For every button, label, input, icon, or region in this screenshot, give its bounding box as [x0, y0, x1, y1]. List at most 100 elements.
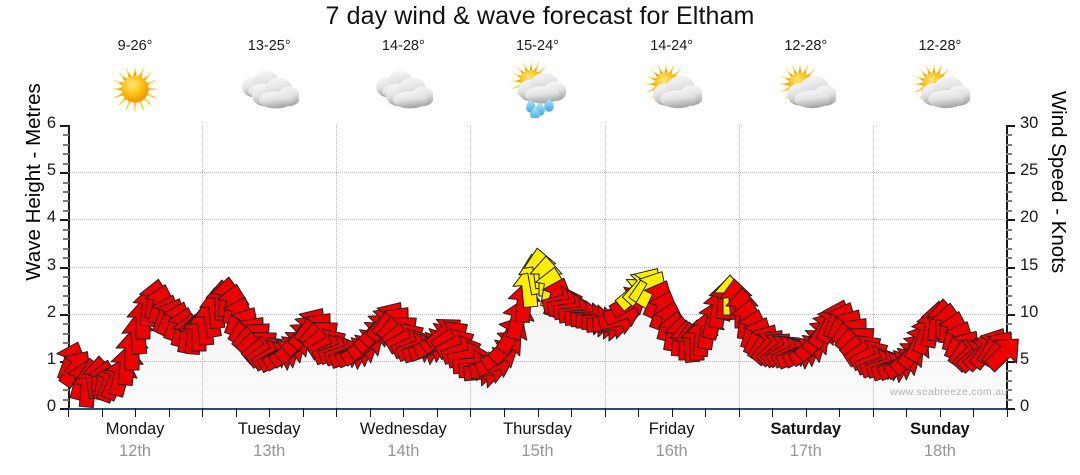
day-name: Saturday	[770, 420, 842, 438]
tick-label-right: 10	[1020, 302, 1039, 321]
day-label-thursday: Thursday 15th	[470, 418, 604, 466]
tick-left-minor	[63, 191, 69, 194]
tick-x	[235, 408, 237, 417]
day-name: Monday	[105, 420, 165, 438]
tick-left-minor	[63, 332, 69, 335]
tick-label-right: 0	[1020, 397, 1030, 415]
day-header-monday: 9-26°	[68, 38, 202, 126]
tick-left-minor	[63, 181, 69, 184]
tick-right-minor	[1006, 294, 1012, 297]
tick-left-minor	[63, 389, 69, 392]
tick-right-minor	[1006, 398, 1012, 401]
day-header-friday: 14-24°	[605, 38, 739, 126]
tick-x	[168, 408, 170, 417]
tick-left-minor	[63, 209, 69, 212]
tick-x	[336, 408, 338, 417]
tick-left-minor	[63, 304, 69, 307]
tick-left-minor	[63, 238, 69, 241]
day-label-wednesday: Wednesday 14th	[336, 418, 470, 466]
tick-x	[638, 408, 640, 417]
tick-left-minor	[63, 275, 69, 278]
tick-x	[738, 408, 740, 417]
tick-x	[872, 408, 874, 417]
tick-label-right: 25	[1020, 161, 1039, 180]
tick-x	[302, 408, 304, 417]
tick-x	[202, 408, 204, 417]
tick-right-minor	[1006, 181, 1012, 184]
tick-label-left: 3	[46, 255, 56, 274]
tick-left-major	[60, 266, 69, 269]
tick-x	[369, 408, 371, 417]
tick-label-right: 15	[1020, 255, 1039, 274]
tick-x	[906, 408, 908, 417]
tick-right-minor	[1006, 370, 1012, 373]
tick-left-minor	[63, 398, 69, 401]
day-name: Friday	[648, 420, 695, 438]
tick-x	[135, 408, 137, 417]
tick-left-minor	[63, 228, 69, 231]
day-temperature-range: 15-24°	[516, 38, 559, 54]
tick-label-right: 20	[1020, 208, 1039, 227]
tick-left-minor	[63, 257, 69, 260]
day-date: 13th	[253, 442, 286, 460]
tick-label-left: 2	[46, 302, 56, 321]
tick-right-minor	[1006, 379, 1012, 382]
tick-left-minor	[63, 285, 69, 288]
tick-left-minor	[63, 294, 69, 297]
tick-left-major	[60, 172, 69, 175]
tick-right-minor	[1006, 304, 1012, 307]
tick-left-minor	[63, 162, 69, 165]
tick-left-minor	[63, 153, 69, 156]
day-header-tuesday: 13-25°	[202, 38, 336, 126]
tick-x	[68, 408, 69, 417]
tick-right-minor	[1006, 247, 1012, 250]
tick-right-major	[1006, 125, 1015, 127]
page-title: 7 day wind & wave forecast for Eltham	[325, 2, 755, 30]
tick-label-right: 30	[1020, 114, 1039, 132]
day-date: 12th	[119, 442, 152, 460]
day-label-sunday: Sunday 18th	[873, 418, 1007, 466]
day-header-thursday: 15-24°	[470, 38, 604, 126]
day-temperature-range: 9-26°	[117, 38, 153, 54]
day-date: 15th	[521, 442, 554, 460]
tick-right-major	[1006, 266, 1015, 269]
tick-left-minor	[63, 143, 69, 146]
tick-right-minor	[1006, 257, 1012, 260]
sun-cloud-icon	[776, 60, 838, 118]
tick-x	[604, 408, 606, 417]
wind-arrow-series	[55, 125, 1020, 409]
tick-x	[470, 408, 472, 417]
day-label-friday: Friday 16th	[605, 418, 739, 466]
sun-cloud-rain-icon	[507, 60, 567, 120]
tick-right-major	[1006, 360, 1015, 363]
tick-right-minor	[1006, 143, 1012, 146]
day-name: Sunday	[910, 420, 970, 438]
day-date: 14th	[387, 442, 420, 460]
sun-cloud-icon	[910, 60, 972, 118]
day-temperature-range: 13-25°	[247, 38, 291, 54]
tick-label-left: 1	[46, 349, 56, 368]
watermark: www.seabreeze.com.au	[890, 386, 1008, 398]
tick-x	[805, 408, 807, 417]
tick-x	[1007, 408, 1008, 417]
tick-left-minor	[63, 341, 69, 344]
tick-right-minor	[1006, 209, 1012, 212]
tick-x	[503, 408, 505, 417]
cloudy-icon	[373, 60, 435, 118]
tick-x	[571, 408, 573, 417]
tick-right-major	[1006, 408, 1015, 410]
tick-right-minor	[1006, 238, 1012, 241]
tick-x	[939, 408, 941, 417]
day-temperature-range: 14-24°	[650, 38, 694, 54]
tick-left-major	[60, 219, 69, 222]
day-date: 16th	[655, 442, 688, 460]
tick-x	[973, 408, 975, 417]
day-label-tuesday: Tuesday 13th	[202, 418, 336, 466]
day-temperature-range: 12-28°	[784, 38, 828, 54]
tick-x	[436, 408, 438, 417]
tick-right-major	[1006, 172, 1015, 175]
day-date: 17th	[789, 442, 822, 460]
tick-left-minor	[63, 134, 69, 137]
tick-right-minor	[1006, 228, 1012, 231]
day-label-saturday: Saturday 17th	[739, 418, 873, 466]
